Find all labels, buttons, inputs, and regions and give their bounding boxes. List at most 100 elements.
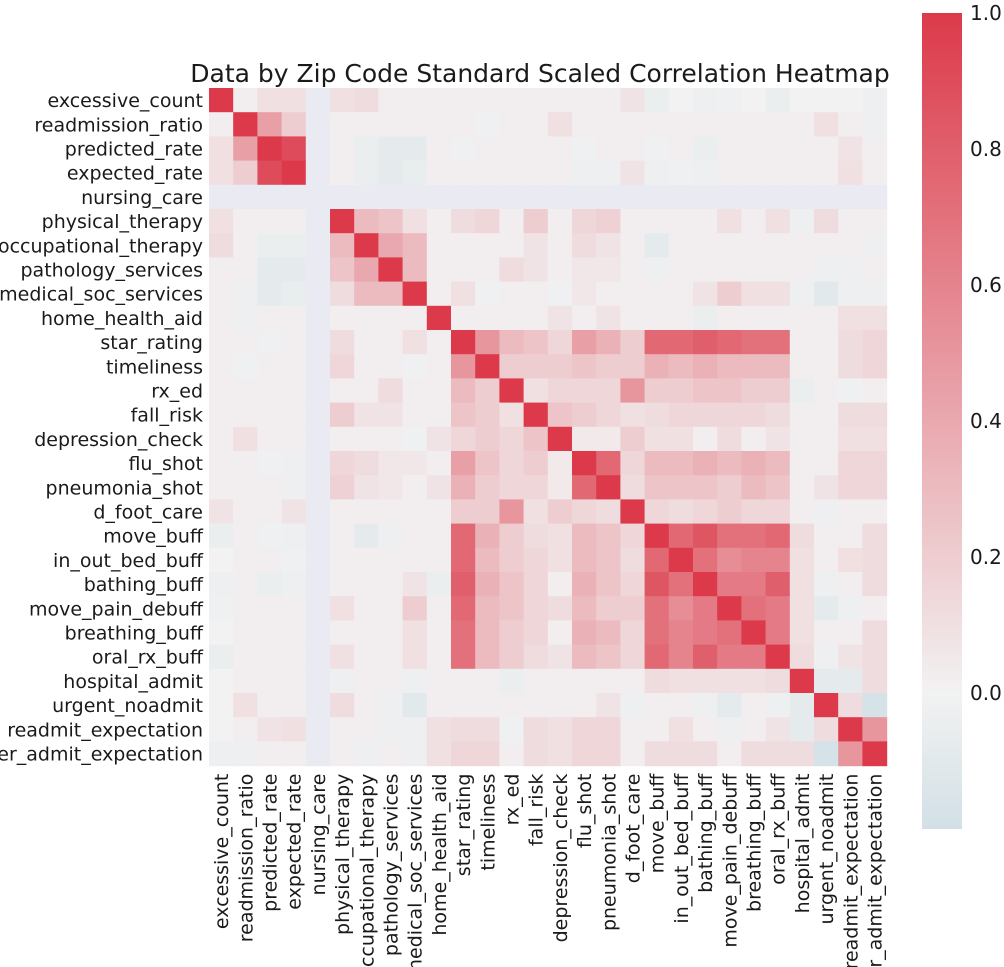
heatmap-cell	[209, 233, 234, 258]
heatmap-cell	[644, 547, 670, 573]
heatmap-cell	[233, 547, 258, 573]
heatmap-cell	[814, 620, 839, 646]
heatmap-cell	[209, 451, 234, 476]
heatmap-cell	[644, 475, 670, 500]
heatmap-cell	[789, 88, 815, 113]
heatmap-cell	[717, 547, 742, 573]
heatmap-cell	[572, 596, 597, 621]
heatmap-cell	[209, 547, 234, 573]
heatmap-cell	[426, 281, 452, 307]
y-tick-label: depression_check	[34, 429, 203, 451]
heatmap-cell	[814, 741, 839, 767]
heatmap-cell	[572, 644, 597, 670]
heatmap-cell	[305, 523, 331, 549]
heatmap-cell	[354, 741, 379, 767]
heatmap-cell	[499, 233, 525, 258]
heatmap-cell	[281, 281, 307, 307]
heatmap-cell	[620, 233, 646, 258]
heatmap-cell	[789, 547, 815, 573]
heatmap-cell	[596, 523, 621, 549]
heatmap-cell	[862, 330, 888, 355]
heatmap-cell	[305, 475, 331, 500]
heatmap-cell	[572, 547, 597, 573]
heatmap-cell	[620, 184, 646, 210]
heatmap-cell	[451, 547, 476, 573]
heatmap-cell	[547, 136, 573, 162]
heatmap-cell	[378, 184, 404, 210]
heatmap-cell	[547, 402, 573, 428]
heatmap-cell	[862, 499, 888, 525]
heatmap-cell	[620, 402, 646, 428]
heatmap-cell	[789, 330, 815, 355]
heatmap-cell	[668, 572, 694, 597]
heatmap-cell	[547, 354, 573, 379]
heatmap-cell	[765, 378, 791, 404]
heatmap-cell	[354, 668, 379, 694]
heatmap-cell	[257, 451, 283, 476]
heatmap-cell	[572, 281, 597, 307]
heatmap-cell	[596, 136, 621, 162]
heatmap-cell	[451, 354, 476, 379]
heatmap-cell	[523, 426, 549, 452]
heatmap-cell	[499, 330, 525, 355]
x-tick-label: timeliness	[477, 774, 499, 871]
heatmap-cell	[668, 451, 694, 476]
heatmap-cell	[305, 184, 331, 210]
x-tick-label: readmission_ratio	[235, 774, 257, 943]
heatmap-cell	[693, 378, 718, 404]
heatmap-cell	[789, 475, 815, 500]
heatmap-cell	[668, 257, 694, 283]
heatmap-cell	[451, 281, 476, 307]
heatmap-cell	[838, 209, 863, 234]
heatmap-cell	[257, 402, 283, 428]
x-tick-label: er_admit_expectation	[865, 774, 887, 967]
heatmap-cell	[693, 644, 718, 670]
heatmap-cell	[789, 499, 815, 525]
heatmap-cell	[475, 354, 500, 379]
heatmap-cell	[330, 402, 355, 428]
heatmap-cell	[765, 596, 791, 621]
heatmap-cell	[741, 402, 767, 428]
heatmap-cell	[257, 693, 283, 718]
heatmap-cell	[693, 136, 718, 162]
heatmap-cell	[257, 475, 283, 500]
heatmap-cell	[814, 402, 839, 428]
heatmap-cell	[644, 499, 670, 525]
heatmap-cell	[354, 112, 379, 137]
heatmap-cell	[257, 330, 283, 355]
heatmap-cell	[305, 378, 331, 404]
heatmap-cell	[547, 741, 573, 767]
heatmap-cell	[402, 136, 428, 162]
heatmap-cell	[402, 523, 428, 549]
heatmap-cell	[838, 426, 863, 452]
heatmap-cell	[523, 475, 549, 500]
heatmap-cell	[572, 354, 597, 379]
heatmap-cell	[741, 233, 767, 258]
heatmap-cell	[330, 596, 355, 621]
heatmap-cell	[402, 547, 428, 573]
heatmap-cell	[451, 644, 476, 670]
heatmap-cell	[596, 693, 621, 718]
heatmap-cell	[402, 378, 428, 404]
heatmap-cell	[814, 209, 839, 234]
heatmap-cell	[354, 572, 379, 597]
heatmap-cell	[426, 451, 452, 476]
heatmap-cell	[233, 426, 258, 452]
heatmap-cell	[838, 160, 863, 186]
heatmap-cell	[354, 426, 379, 452]
heatmap-cell	[789, 596, 815, 621]
heatmap-cell	[547, 426, 573, 452]
y-tick-label: flu_shot	[128, 453, 203, 475]
heatmap-cell	[402, 499, 428, 525]
heatmap-cell	[451, 378, 476, 404]
heatmap-cell	[402, 644, 428, 670]
heatmap-cell	[378, 596, 404, 621]
heatmap-cell	[378, 451, 404, 476]
heatmap-cell	[378, 717, 404, 742]
heatmap-cell	[717, 257, 742, 283]
heatmap-cell	[233, 717, 258, 742]
heatmap-cell	[620, 209, 646, 234]
heatmap-cell	[233, 596, 258, 621]
heatmap-cell	[717, 160, 742, 186]
heatmap-cell	[547, 596, 573, 621]
